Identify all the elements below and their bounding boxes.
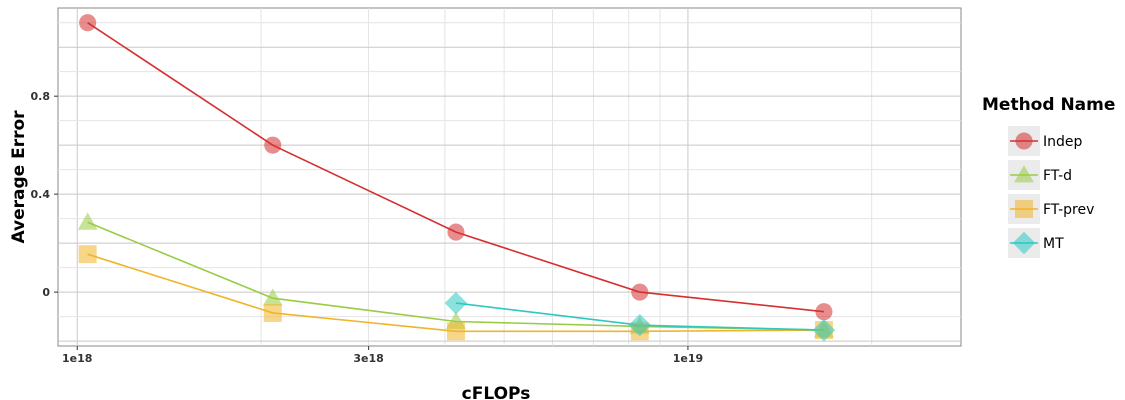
data-point xyxy=(447,224,464,241)
data-point xyxy=(447,322,465,340)
y-axis: 0 0.4 0.8 xyxy=(31,90,59,299)
data-point xyxy=(815,303,832,320)
data-point xyxy=(264,304,282,322)
y-tick-label: 0.8 xyxy=(31,90,51,103)
plot-panel xyxy=(58,8,961,346)
y-axis-title: Average Error xyxy=(9,110,29,244)
legend-title: Method Name xyxy=(982,95,1115,115)
data-point xyxy=(631,284,648,301)
x-axis: 1e18 3e18 1e19 xyxy=(62,346,703,365)
y-tick-label: 0 xyxy=(42,286,50,299)
data-point xyxy=(79,245,97,263)
legend-label: Indep xyxy=(1043,134,1083,150)
data-point xyxy=(79,14,96,31)
legend: Method Name Indep FT-d FT-prev MT xyxy=(982,95,1115,258)
legend-label: MT xyxy=(1043,236,1064,252)
x-tick-label: 3e18 xyxy=(353,352,383,365)
data-point xyxy=(1015,200,1033,218)
legend-label: FT-prev xyxy=(1043,202,1094,218)
x-axis-title: cFLOPs xyxy=(462,384,531,400)
y-tick-label: 0.4 xyxy=(31,188,51,201)
legend-label: FT-d xyxy=(1043,168,1072,184)
x-tick-label: 1e18 xyxy=(62,352,92,365)
data-point xyxy=(264,137,281,154)
data-point xyxy=(1015,132,1032,149)
x-tick-label: 1e19 xyxy=(673,352,703,365)
